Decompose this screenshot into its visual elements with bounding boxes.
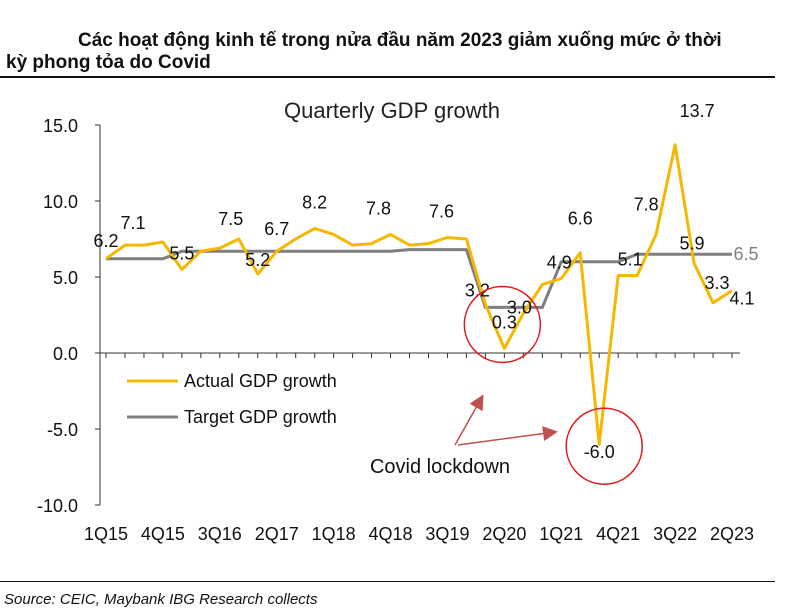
x-tick-label: 1Q21: [539, 524, 583, 544]
highlight-circle: [463, 285, 542, 364]
actual-gdp-line: [105, 143, 733, 446]
legend-label: Actual GDP growth: [184, 371, 337, 391]
y-tick-label: 10.0: [43, 192, 78, 212]
x-tick-label: 1Q18: [312, 524, 356, 544]
data-label: 7.5: [218, 209, 243, 229]
y-tick-label: 5.0: [53, 268, 78, 288]
target-gdp-line: [106, 248, 732, 309]
chart-heading: Các hoạt động kinh tế trong nửa đầu năm …: [6, 30, 790, 74]
axes: 15.0 10.0 5.0 0.0 -5.0 -10.0 1Q15 4Q15 3Q16 2Q17 1…: [37, 116, 754, 544]
data-label: 5.2: [245, 250, 270, 270]
data-label: 7.6: [429, 201, 454, 221]
heading-line-1: Các hoạt động kinh tế trong nửa đầu năm …: [78, 30, 722, 51]
annotation-arrow: [454, 394, 484, 446]
y-tick-label: 15.0: [43, 116, 78, 136]
data-label: 8.2: [302, 192, 327, 212]
data-label: 13.7: [680, 101, 715, 121]
footer-rule: [0, 581, 775, 582]
data-label: 7.1: [120, 213, 145, 233]
data-label: 5.5: [169, 243, 194, 263]
data-label: 7.8: [366, 198, 391, 218]
x-tick-label: 3Q22: [653, 524, 697, 544]
legend: Actual GDP growth Target GDP growth: [127, 371, 337, 427]
chart-title: Quarterly GDP growth: [284, 98, 500, 123]
highlight-circle: [565, 407, 643, 485]
heading-rule: [0, 76, 775, 78]
data-labels: 6.27.1 5.5 7.5 5.2 6.7 8.2 7.8 7.6 3.2 3.00.3 4.9 6…: [93, 101, 758, 462]
data-label: -6.0: [584, 442, 615, 462]
annotation-label: Covid lockdown: [370, 456, 510, 478]
x-tick-label: 3Q19: [425, 524, 469, 544]
data-label: 6.2: [93, 231, 118, 251]
data-label: 3.2: [465, 280, 490, 300]
x-tick-label: 3Q16: [198, 524, 242, 544]
x-tick-label: 2Q17: [255, 524, 299, 544]
x-tick-label: 4Q21: [596, 524, 640, 544]
x-tick-label: 2Q23: [710, 524, 754, 544]
y-tick-label: -5.0: [47, 420, 78, 440]
x-tick-label: 2Q20: [482, 524, 526, 544]
data-label: 6.7: [264, 219, 289, 239]
data-label: 4.1: [729, 289, 754, 309]
source-note: Source: CEIC, Maybank IBG Research colle…: [4, 591, 318, 608]
y-tick-label: -10.0: [37, 496, 78, 516]
x-tick-label: 1Q15: [84, 524, 128, 544]
data-label: 7.8: [634, 194, 659, 214]
x-tick-label: 4Q15: [141, 524, 185, 544]
annotation-arrow: [457, 426, 558, 446]
data-label: 0.3: [492, 312, 517, 332]
heading-line-2: kỳ phong tỏa do Covid: [6, 52, 211, 73]
data-label: 5.1: [618, 249, 643, 269]
x-tick-label: 4Q18: [369, 524, 413, 544]
data-label: 6.6: [568, 209, 593, 229]
data-label: 3.3: [705, 273, 730, 293]
data-label: 5.9: [680, 233, 705, 253]
legend-label: Target GDP growth: [184, 407, 337, 427]
annotations: Covid lockdown: [370, 285, 643, 485]
data-label: 6.5: [733, 244, 758, 264]
data-label: 3.0: [507, 297, 532, 317]
y-tick-label: 0.0: [53, 344, 78, 364]
series-lines: [105, 143, 733, 446]
data-label: 4.9: [547, 253, 572, 273]
